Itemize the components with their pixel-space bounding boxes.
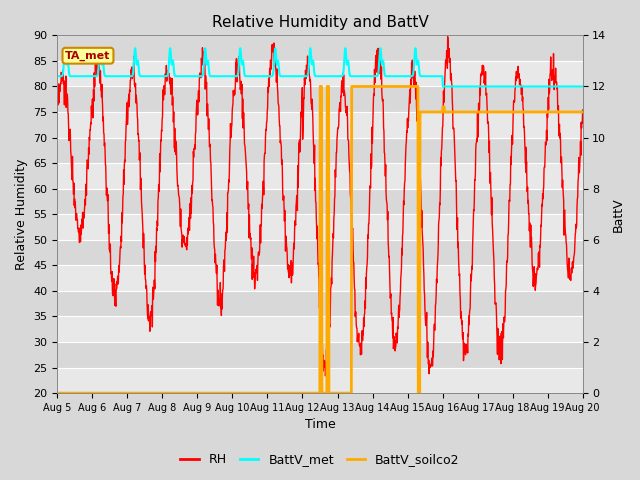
- Y-axis label: Relative Humidity: Relative Humidity: [15, 158, 28, 270]
- Bar: [58, 214, 582, 240]
- Bar: [58, 112, 582, 138]
- Bar: [58, 61, 582, 86]
- Bar: [58, 342, 582, 368]
- Bar: [58, 138, 582, 163]
- X-axis label: Time: Time: [305, 419, 335, 432]
- Legend: RH, BattV_met, BattV_soilco2: RH, BattV_met, BattV_soilco2: [175, 448, 465, 471]
- Text: TA_met: TA_met: [65, 50, 111, 61]
- Bar: [58, 189, 582, 214]
- Bar: [58, 316, 582, 342]
- Y-axis label: BattV: BattV: [612, 197, 625, 231]
- Bar: [58, 86, 582, 112]
- Bar: [58, 36, 582, 61]
- Bar: [58, 163, 582, 189]
- Bar: [58, 240, 582, 265]
- Bar: [58, 368, 582, 393]
- Bar: [58, 265, 582, 291]
- Title: Relative Humidity and BattV: Relative Humidity and BattV: [212, 15, 428, 30]
- Bar: [58, 291, 582, 316]
